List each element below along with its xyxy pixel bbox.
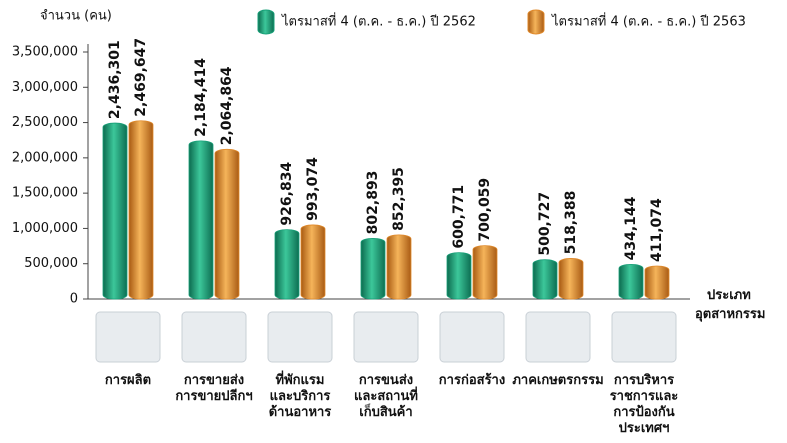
category-icon bbox=[611, 311, 677, 363]
bar bbox=[644, 265, 670, 300]
category-icon bbox=[353, 311, 419, 363]
bar bbox=[472, 245, 498, 300]
bar bbox=[128, 120, 154, 300]
category-icon bbox=[525, 311, 591, 363]
bar bbox=[618, 263, 644, 300]
bar bbox=[360, 237, 386, 300]
y-tick-label: 3,500,000 bbox=[12, 45, 78, 60]
value-label: 411,074 bbox=[649, 198, 665, 262]
x-axis-label-line: อุตสาหกรรม bbox=[695, 307, 765, 322]
bar bbox=[558, 258, 584, 300]
x-tick-label: การบริหารราชการและการป้องกันประเทศฯ bbox=[610, 373, 679, 436]
value-label: 518,388 bbox=[563, 191, 579, 255]
bar bbox=[274, 229, 300, 300]
x-tick-label: ที่พักแรมและบริการด้านอาหาร bbox=[269, 370, 332, 420]
value-label: 2,469,647 bbox=[133, 38, 149, 117]
value-label: 700,059 bbox=[477, 178, 493, 242]
y-tick-label: 3,000,000 bbox=[12, 80, 78, 95]
y-tick-label: 2,000,000 bbox=[12, 150, 78, 165]
x-tick-label-line: การป้องกัน bbox=[613, 404, 674, 420]
category-icon bbox=[181, 311, 247, 363]
value-label: 852,395 bbox=[391, 167, 407, 231]
category-icon bbox=[95, 311, 161, 363]
y-tick-label: 1,000,000 bbox=[12, 221, 78, 236]
value-label: 993,074 bbox=[305, 157, 321, 221]
legend-label: ไตรมาสที่ 4 (ต.ค. - ธ.ค.) ปี 2562 bbox=[281, 13, 476, 30]
x-tick-label-line: ราชการและ bbox=[610, 389, 679, 404]
y-tick-label: 2,500,000 bbox=[12, 115, 78, 130]
x-tick-label-line: และสถานที่ bbox=[354, 386, 418, 404]
category-icon bbox=[439, 311, 505, 363]
y-tick-label: 0 bbox=[70, 292, 78, 307]
legend-swatch bbox=[257, 9, 275, 35]
x-tick-label: การผลิต bbox=[105, 373, 151, 388]
value-label: 434,144 bbox=[623, 196, 639, 260]
bar bbox=[532, 259, 558, 300]
category-icon bbox=[267, 311, 333, 363]
bar bbox=[214, 148, 240, 300]
x-tick-label-line: ด้านอาหาร bbox=[269, 404, 332, 420]
value-label: 2,436,301 bbox=[107, 40, 123, 119]
bar bbox=[300, 224, 326, 300]
y-tick-label: 500,000 bbox=[24, 256, 78, 271]
value-label: 802,893 bbox=[365, 171, 381, 235]
x-tick-label-line: การบริหาร bbox=[614, 373, 674, 388]
x-tick-label-line: การผลิต bbox=[105, 373, 151, 388]
x-axis-label-line: ประเภท bbox=[707, 288, 751, 303]
legend-swatch bbox=[527, 9, 545, 35]
x-tick-label: การขายส่งการขายปลีกฯ bbox=[175, 373, 252, 404]
bar bbox=[188, 140, 214, 300]
x-tick-label-line: การขายส่ง bbox=[184, 373, 244, 388]
x-tick-label: ภาคเกษตรกรรม bbox=[512, 373, 603, 388]
value-label: 2,064,864 bbox=[219, 66, 235, 145]
x-tick-label-line: และบริการ bbox=[270, 389, 331, 404]
bar bbox=[446, 252, 472, 300]
x-tick-label: การก่อสร้าง bbox=[439, 372, 505, 388]
legend-label: ไตรมาสที่ 4 (ต.ค. - ธ.ค.) ปี 2563 bbox=[551, 13, 746, 30]
x-tick-label-line: เก็บสินค้า bbox=[359, 402, 412, 420]
x-tick-label-line: การขายปลีกฯ bbox=[175, 388, 252, 404]
value-label: 926,834 bbox=[279, 162, 295, 226]
x-tick-label-line: การก่อสร้าง bbox=[439, 372, 505, 388]
x-tick-label-line: ภาคเกษตรกรรม bbox=[512, 373, 603, 388]
x-axis-label: ประเภทอุตสาหกรรม bbox=[695, 288, 765, 322]
value-label: 500,727 bbox=[537, 192, 553, 256]
x-tick-label-line: ที่พักแรม bbox=[276, 370, 325, 388]
x-tick-label-line: ประเทศฯ bbox=[619, 421, 670, 436]
bar bbox=[386, 234, 412, 300]
value-label: 2,184,414 bbox=[193, 58, 209, 137]
value-label: 600,771 bbox=[451, 185, 467, 249]
x-tick-label: การขนส่งและสถานที่เก็บสินค้า bbox=[354, 373, 418, 420]
x-tick-label-line: การขนส่ง bbox=[359, 373, 413, 388]
y-axis-label: จำนวน (คน) bbox=[40, 9, 112, 24]
y-tick-label: 1,500,000 bbox=[12, 186, 78, 201]
bar bbox=[102, 122, 128, 300]
